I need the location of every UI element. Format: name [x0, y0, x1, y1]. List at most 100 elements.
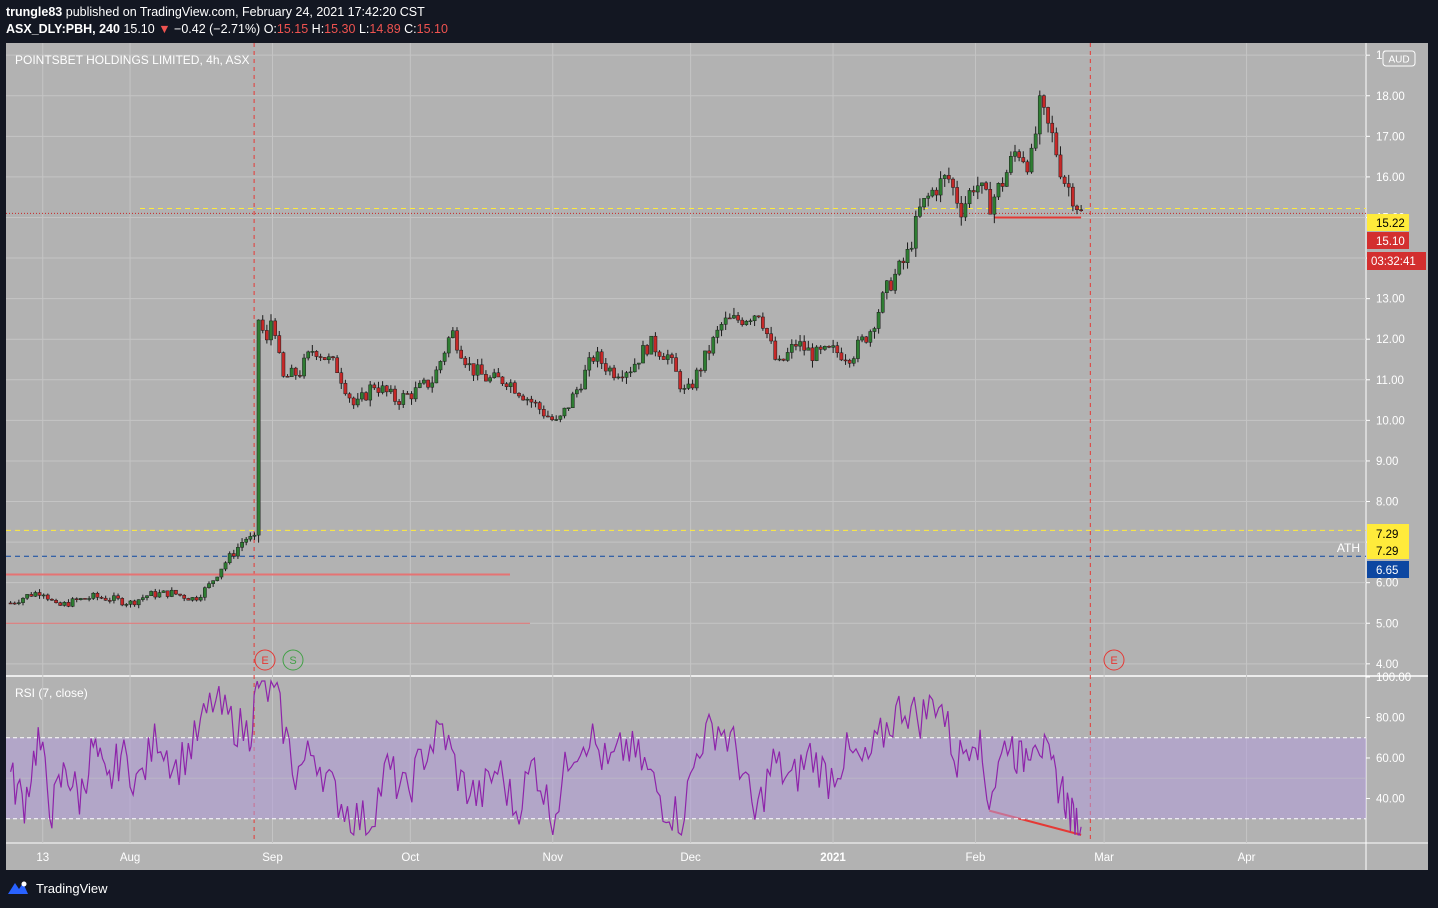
- candle-body: [500, 376, 505, 385]
- candle-body: [223, 562, 228, 570]
- candle-body: [339, 372, 344, 384]
- candle-body: [186, 598, 191, 601]
- low-label: L:: [358, 22, 370, 36]
- candle-body: [814, 346, 819, 361]
- candle-body: [765, 328, 769, 335]
- candle-body: [107, 600, 112, 602]
- candle-body: [293, 367, 298, 376]
- badge-level-high-text: 15.22: [1376, 218, 1405, 230]
- candle-body: [103, 597, 108, 601]
- candle-body: [645, 345, 649, 355]
- candle-body: [508, 382, 513, 387]
- candle-body: [558, 415, 563, 420]
- currency-badge[interactable]: [1382, 50, 1416, 67]
- main-legend[interactable]: POINTSBET HOLDINGS LIMITED, 4h, ASX: [15, 53, 250, 67]
- candle-body: [715, 329, 720, 338]
- rsi-tick-label: 60.00: [1376, 753, 1405, 765]
- candle-body: [864, 336, 869, 343]
- candle-body: [777, 358, 782, 361]
- candle-body: [930, 189, 935, 197]
- candle-body: [479, 364, 484, 375]
- candle-body: [136, 599, 141, 606]
- high-value: 15.30: [324, 22, 356, 36]
- candle-body: [17, 602, 21, 604]
- candle-body: [174, 589, 178, 595]
- candle-body: [21, 597, 25, 603]
- candle-body: [1017, 151, 1021, 158]
- candle-body: [451, 330, 455, 338]
- candle-body: [678, 371, 683, 390]
- candle-body: [467, 363, 472, 366]
- candle-body: [190, 597, 195, 601]
- candle-body: [302, 357, 306, 377]
- candle-body: [541, 409, 546, 417]
- candle-body: [992, 196, 997, 215]
- x-tick-label: Nov: [543, 852, 564, 864]
- candle-body: [327, 356, 331, 360]
- candle-body: [112, 595, 116, 601]
- candle-body: [699, 369, 703, 372]
- candle-body: [120, 598, 125, 606]
- candle-body: [1000, 183, 1005, 187]
- candle-body: [868, 331, 873, 343]
- candle-body: [632, 363, 637, 373]
- currency-label: AUD: [1388, 55, 1409, 66]
- high-label: H:: [311, 22, 325, 36]
- symbol-label[interactable]: ASX_DLY:PBH, 240: [6, 22, 120, 36]
- candle-body: [41, 594, 46, 597]
- x-tick-label: 2021: [820, 852, 846, 864]
- event-marker-earnings-2[interactable]: E: [1103, 649, 1125, 671]
- candle-body: [203, 587, 207, 598]
- badge-level-low: [1367, 524, 1409, 559]
- candle-body: [318, 356, 323, 358]
- badge-level-high: [1367, 214, 1409, 231]
- candle-body: [405, 393, 410, 395]
- candle-body: [926, 195, 931, 199]
- candle-body: [723, 317, 728, 325]
- earnings-circle-icon: [254, 649, 276, 671]
- candle-body: [289, 367, 294, 378]
- candle-body: [798, 341, 802, 347]
- candle-body: [1004, 172, 1009, 187]
- candle-body: [1050, 122, 1055, 134]
- candle-body: [1058, 154, 1063, 178]
- candle-body: [260, 319, 265, 331]
- candle-body: [686, 383, 691, 389]
- candle-body: [463, 357, 468, 366]
- candle-body: [446, 337, 451, 354]
- candle-body: [236, 547, 240, 557]
- footer-brand[interactable]: TradingView: [6, 880, 108, 896]
- x-tick-label: Sep: [262, 852, 282, 864]
- candle-body: [707, 350, 711, 354]
- candle-body: [231, 553, 236, 557]
- open-label: O:: [263, 22, 277, 36]
- badge-ath-text: 6.65: [1376, 565, 1398, 577]
- rsi-legend[interactable]: RSI (7, close): [15, 686, 88, 700]
- candle-body: [384, 385, 389, 393]
- x-tick-label: Apr: [1238, 852, 1256, 864]
- candle-body: [1013, 151, 1017, 157]
- candle-body: [806, 347, 811, 351]
- event-marker-split[interactable]: S: [282, 649, 304, 671]
- candle-body: [756, 315, 761, 318]
- publisher-name[interactable]: trungle83: [6, 5, 63, 19]
- candle-body: [1079, 209, 1083, 211]
- chart-header: trungle83 published on TradingView.com, …: [6, 4, 448, 38]
- candle-body: [637, 362, 641, 365]
- split-circle-icon: [282, 649, 304, 671]
- event-marker-earnings-1[interactable]: E: [254, 649, 276, 671]
- candle-body: [219, 568, 224, 578]
- candle-body: [818, 346, 823, 350]
- x-tick-label: Oct: [401, 852, 420, 864]
- candle-body: [546, 415, 550, 418]
- price-scale[interactable]: [1366, 43, 1428, 870]
- candle-body: [649, 335, 654, 355]
- candle-body: [703, 350, 707, 371]
- candle-body: [942, 175, 947, 179]
- candle-body: [612, 367, 616, 379]
- candle-body: [682, 388, 687, 390]
- candle-body: [1042, 95, 1046, 108]
- candle-body: [616, 376, 621, 379]
- candle-body: [670, 354, 674, 358]
